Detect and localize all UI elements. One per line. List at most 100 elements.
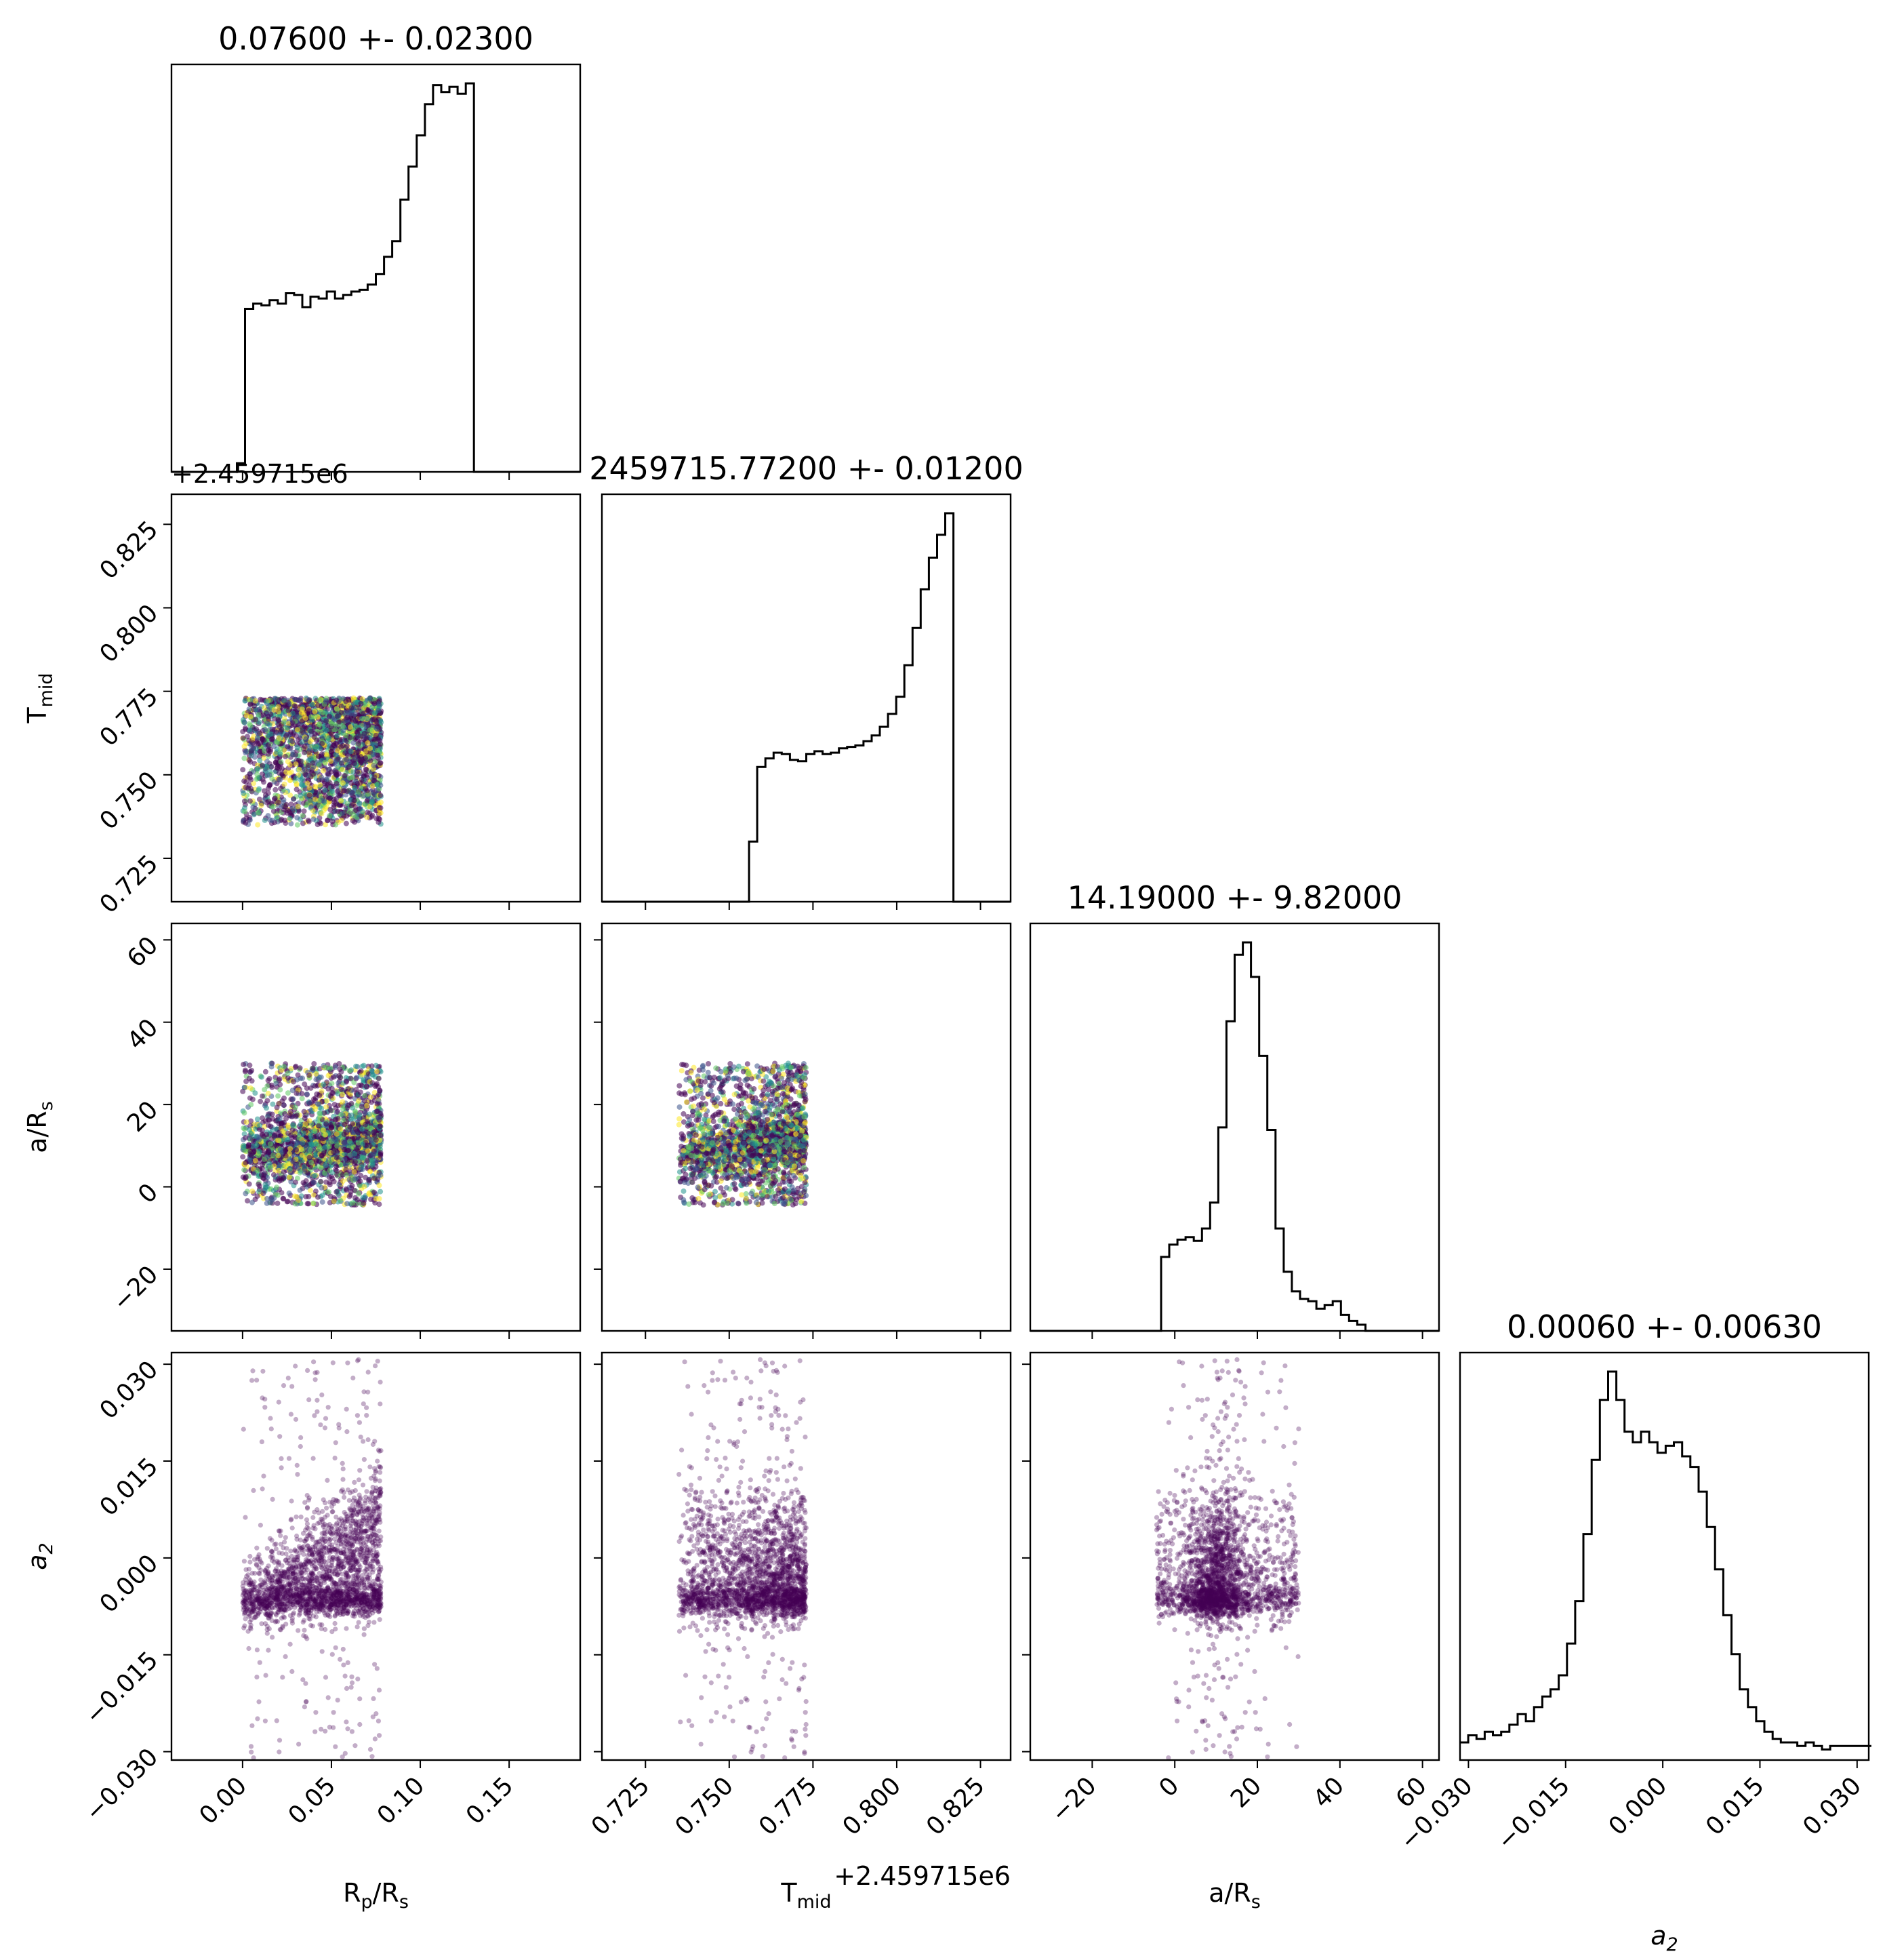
scatter-point xyxy=(307,1147,313,1153)
scatter-point xyxy=(354,749,360,755)
scatter-point xyxy=(315,753,321,759)
scatter-point xyxy=(241,798,247,804)
scatter-point xyxy=(340,780,346,786)
scatter-point xyxy=(312,1128,318,1134)
scatter-point xyxy=(313,1071,319,1077)
scatter-point xyxy=(276,735,282,741)
scatter-point xyxy=(259,1162,265,1167)
scatter-point xyxy=(304,1091,310,1097)
scatter-point xyxy=(305,818,311,823)
scatter-point xyxy=(312,713,318,719)
scatter-point xyxy=(340,810,345,816)
scatter-point xyxy=(264,763,270,770)
scatter-point xyxy=(367,1176,373,1182)
scatter-point xyxy=(376,1075,382,1081)
scatter-point xyxy=(359,1155,365,1161)
scatter-point xyxy=(264,721,270,726)
scatter-point xyxy=(264,758,270,764)
scatter-point xyxy=(340,723,346,730)
scatter-point xyxy=(319,1193,325,1199)
scatter-point xyxy=(242,1126,248,1132)
scatter-point xyxy=(335,764,341,770)
scatter-point xyxy=(260,1093,265,1099)
scatter-point xyxy=(354,1146,360,1152)
scatter-point xyxy=(289,720,296,726)
scatter-point xyxy=(275,739,281,745)
scatter-point xyxy=(351,1169,357,1175)
scatter-point xyxy=(356,1191,361,1197)
scatter-point xyxy=(285,725,291,731)
scatter-point xyxy=(353,1063,359,1069)
scatter-point xyxy=(265,1077,271,1083)
scatter-point xyxy=(325,1073,331,1079)
scatter-point xyxy=(361,731,367,736)
scatter-point xyxy=(322,759,328,765)
scatter-point xyxy=(364,1157,370,1163)
scatter-point xyxy=(348,749,354,755)
scatter-point xyxy=(248,1118,254,1124)
scatter-point xyxy=(365,707,371,713)
scatter-point xyxy=(358,1172,364,1178)
scatter-point xyxy=(333,1167,340,1174)
scatter-point xyxy=(358,723,364,729)
scatter-point xyxy=(359,1141,365,1147)
scatter-point xyxy=(348,1116,354,1122)
scatter-point xyxy=(345,1086,351,1092)
scatter-point xyxy=(375,753,381,758)
scatter-point xyxy=(359,1104,365,1110)
scatter-point xyxy=(323,1163,329,1169)
scatter-point xyxy=(371,1130,377,1136)
scatter-point xyxy=(285,1090,291,1096)
scatter-point xyxy=(348,1189,354,1195)
scatter-point xyxy=(247,722,254,728)
scatter-point xyxy=(355,1140,361,1146)
scatter-point xyxy=(358,700,364,706)
scatter-point xyxy=(282,1111,288,1117)
scatter-point xyxy=(321,1127,327,1133)
scatter-point xyxy=(317,745,323,751)
scatter-point xyxy=(308,1085,314,1091)
scatter-point xyxy=(329,1085,335,1092)
scatter-point xyxy=(342,788,347,794)
scatter-point xyxy=(350,1200,355,1206)
scatter-point xyxy=(378,1123,384,1130)
scatter-point xyxy=(323,718,329,724)
scatter-point xyxy=(283,753,289,759)
scatter-point xyxy=(240,735,246,741)
scatter-point xyxy=(295,1072,301,1078)
scatter-point xyxy=(250,740,256,746)
scatter-point xyxy=(243,713,249,719)
scatter-point xyxy=(357,733,363,739)
scatter-point xyxy=(242,1069,248,1075)
scatter-point xyxy=(323,698,329,704)
scatter-point xyxy=(308,804,315,810)
scatter-point xyxy=(306,1100,312,1106)
scatter-point xyxy=(274,1184,279,1191)
scatter-point xyxy=(270,1172,277,1178)
scatter-point xyxy=(275,1200,281,1206)
scatter-point xyxy=(346,1068,352,1074)
scatter-point xyxy=(276,1138,282,1143)
scatter-point xyxy=(376,1115,382,1121)
scatter-point xyxy=(281,781,287,787)
scatter-point xyxy=(302,1081,308,1087)
scatter-point xyxy=(326,1189,332,1195)
scatter-point xyxy=(275,704,281,710)
scatter-point xyxy=(267,1199,273,1205)
scatter-point xyxy=(336,1073,342,1079)
scatter-point xyxy=(317,721,322,727)
scatter-point xyxy=(378,1189,384,1195)
scatter-point xyxy=(367,1111,372,1117)
scatter-point xyxy=(245,1144,251,1150)
scatter-point xyxy=(344,1172,349,1178)
scatter-point xyxy=(289,1087,296,1094)
scatter-point xyxy=(286,1113,292,1119)
scatter-panel-rp-vs-tmid xyxy=(240,695,384,828)
scatter-point xyxy=(252,1090,258,1096)
scatter-point xyxy=(293,786,300,793)
scatter-point xyxy=(348,803,355,809)
scatter-point xyxy=(251,754,258,760)
scatter-point xyxy=(271,1195,277,1201)
scatter-point xyxy=(303,1145,309,1151)
scatter-point xyxy=(293,1113,299,1119)
